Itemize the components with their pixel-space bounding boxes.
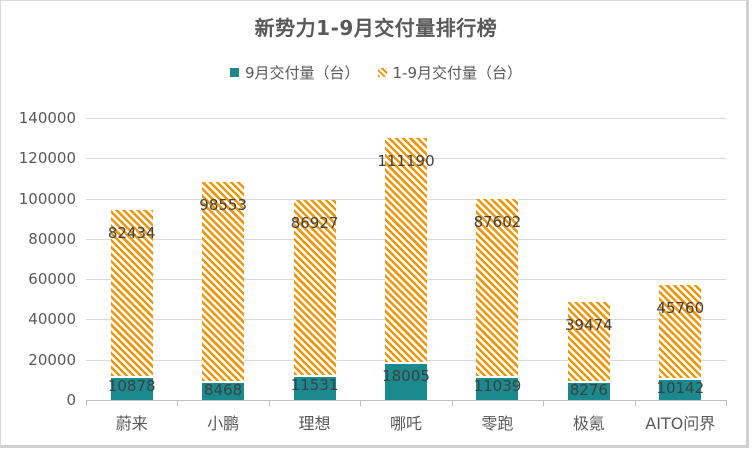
data-label-monthly: 10142 [656, 378, 705, 397]
bar-monthly [202, 382, 245, 400]
legend-label-cumulative: 1-9月交付量（台） [392, 64, 523, 82]
y-tick-label: 80000 [28, 229, 76, 248]
x-category-label: 小鹏 [207, 414, 240, 433]
x-tick-mark [177, 400, 179, 406]
legend-label-monthly: 9月交付量（台） [244, 64, 360, 82]
bar-monthly [110, 378, 153, 400]
bar-cumulative [202, 182, 245, 381]
bar-monthly [567, 383, 610, 400]
data-label-monthly: 11531 [290, 375, 339, 394]
x-category-label: AITO问界 [645, 414, 716, 433]
legend-item-cumulative: 1-9月交付量（台） [377, 62, 523, 83]
bar-cumulative [567, 301, 610, 382]
x-tick-mark [634, 400, 636, 406]
data-label-monthly: 18005 [382, 366, 430, 385]
y-tick-label: 0 [66, 391, 76, 409]
bar-monthly [659, 379, 702, 400]
y-tick-label: 60000 [28, 270, 76, 289]
data-label-cumulative: 98553 [199, 196, 247, 215]
data-label-monthly: 8468 [204, 381, 243, 399]
x-category-label: 理想 [298, 414, 331, 433]
data-label-cumulative: 87602 [473, 213, 522, 232]
data-label-monthly: 8276 [569, 381, 608, 399]
data-label-cumulative: 111190 [377, 151, 435, 170]
x-tick-mark [86, 400, 87, 406]
chart-legend: 9月交付量（台） 1-9月交付量（台） [0, 62, 752, 83]
data-label-cumulative: 82434 [107, 224, 156, 243]
bar-monthly [293, 376, 336, 400]
data-label-monthly: 10878 [107, 377, 156, 396]
gridline [86, 118, 726, 119]
x-category-label: 极氪 [572, 414, 605, 433]
y-tick-label: 140000 [18, 109, 76, 127]
legend-item-monthly: 9月交付量（台） [229, 62, 360, 83]
bar-cumulative [110, 210, 153, 377]
bar-cumulative [385, 137, 427, 362]
legend-swatch-teal-icon [229, 68, 239, 77]
data-label-cumulative: 45760 [656, 299, 705, 318]
chart-title: 新势力1-9月交付量排行榜 [254, 16, 498, 40]
data-label-cumulative: 86927 [290, 213, 339, 232]
x-tick-mark [451, 400, 453, 406]
x-category-label: 零跑 [481, 414, 514, 433]
x-category-label: 哪吒 [389, 414, 422, 433]
bar-cumulative [476, 199, 519, 376]
data-label-monthly: 11039 [473, 376, 522, 395]
y-tick-label: 20000 [28, 350, 76, 369]
y-tick-label: 100000 [18, 189, 76, 208]
y-tick-label: 120000 [18, 149, 76, 168]
bar-cumulative [659, 285, 702, 378]
bar-monthly [476, 377, 519, 400]
x-axis-line [86, 400, 726, 401]
bar-monthly [385, 363, 427, 400]
y-tick-label: 40000 [28, 310, 76, 329]
x-tick-mark [726, 400, 727, 406]
x-tick-mark [360, 400, 362, 406]
data-label-cumulative: 39474 [564, 315, 613, 334]
x-tick-mark [543, 400, 545, 406]
bar-cumulative [293, 199, 336, 375]
legend-swatch-hatch-icon [377, 68, 387, 77]
x-tick-mark [268, 400, 270, 406]
x-category-label: 蔚来 [115, 414, 148, 433]
